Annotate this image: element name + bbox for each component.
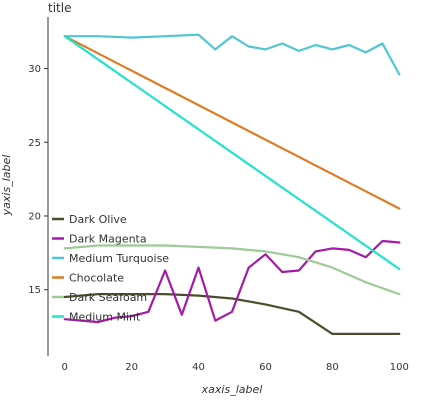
- axes: 15 20 25 30 0 20 40 60 80 100: [28, 17, 409, 373]
- legend-label-medium-turquoise: Medium Turquoise: [69, 252, 169, 265]
- x-axis-title: xaxis_label: [201, 383, 263, 396]
- series-line-medium-mint: [63, 35, 401, 271]
- series-line-medium-turquoise: [63, 33, 401, 76]
- y-tick-label: 15: [28, 285, 41, 296]
- y-tick-label: 20: [28, 211, 41, 222]
- x-tick-label: 80: [326, 362, 339, 373]
- x-tick-label: 60: [259, 362, 272, 373]
- y-tick-label: 25: [28, 138, 41, 149]
- legend-label-medium-mint: Medium Mint: [69, 311, 141, 324]
- series-line-dark-seafoam: [63, 244, 401, 296]
- series-line-chocolate: [63, 35, 401, 210]
- x-tick-label: 0: [62, 362, 68, 373]
- plot-area: [63, 33, 401, 335]
- y-axis-title: yaxis_label: [0, 155, 13, 217]
- legend-label-chocolate: Chocolate: [69, 272, 124, 285]
- y-tick-label: 30: [28, 64, 41, 75]
- series-line-dark-olive: [63, 293, 401, 335]
- legend-label-dark-magenta: Dark Magenta: [69, 233, 147, 246]
- legend-label-dark-seafoam: Dark Seafoam: [69, 291, 147, 304]
- legend-label-dark-olive: Dark Olive: [69, 213, 127, 226]
- x-tick-label: 100: [390, 362, 409, 373]
- legend: Dark Olive Dark Magenta Medium Turquoise Ch…: [52, 213, 169, 324]
- x-tick-label: 20: [125, 362, 138, 373]
- series-line-dark-magenta: [63, 239, 401, 324]
- x-tick-label: 40: [192, 362, 205, 373]
- chart-title: title: [48, 1, 71, 15]
